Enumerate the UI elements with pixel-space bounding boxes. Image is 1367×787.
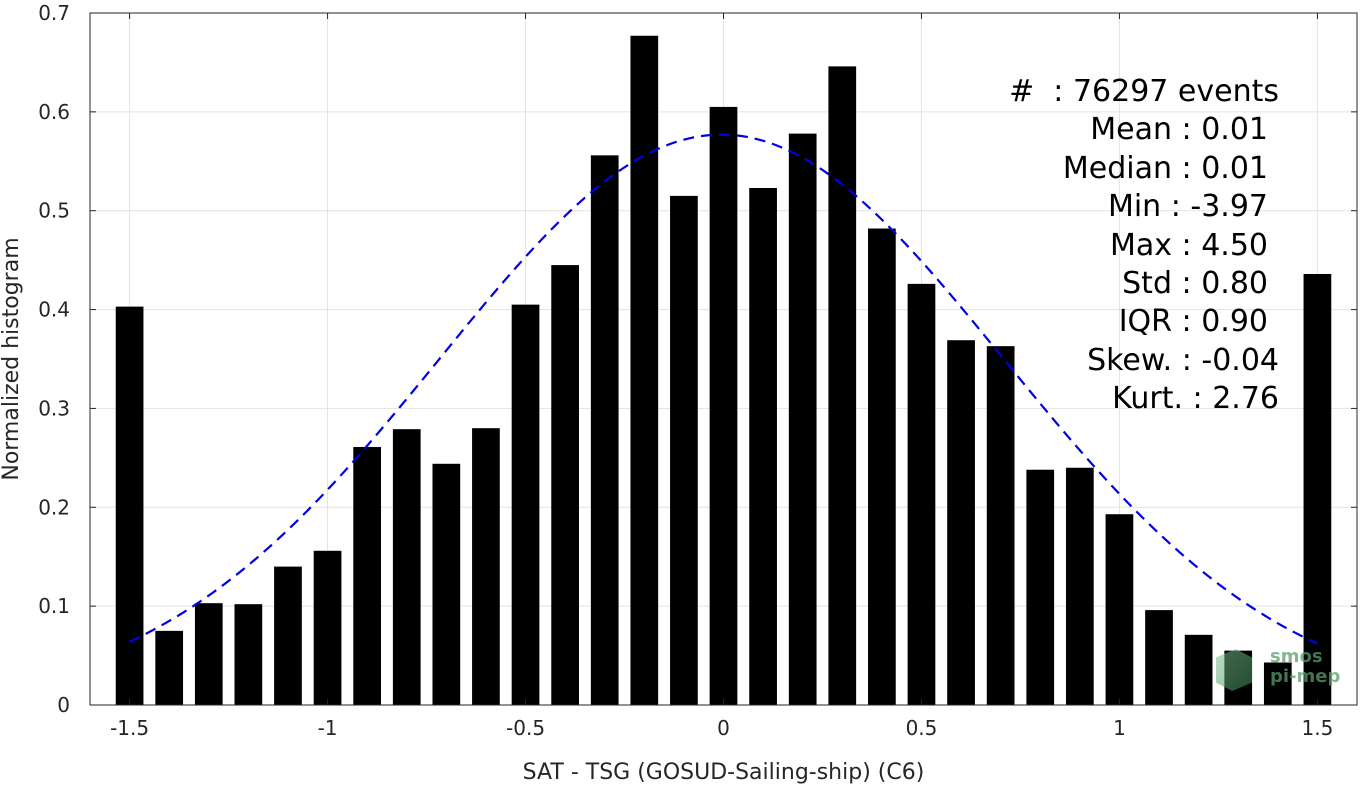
histogram-bar	[551, 265, 579, 705]
stat-mean: Mean : 0.01	[1090, 112, 1268, 148]
stat-min: Min : -3.97	[1107, 189, 1268, 225]
stat-median: Median : 0.01	[1062, 150, 1268, 186]
histogram-bar	[432, 463, 461, 705]
histogram-bar	[868, 228, 896, 705]
y-tick-label: 0.7	[38, 1, 70, 25]
y-tick-label: 0.6	[38, 100, 70, 124]
y-tick-label: 0.2	[38, 495, 70, 519]
stat-kurt: Kurt. : 2.76	[1112, 381, 1279, 417]
x-tick-label: 0	[717, 716, 730, 740]
x-tick-label: 1.5	[1302, 716, 1334, 740]
histogram-bar	[313, 550, 342, 705]
histogram-bar	[947, 340, 975, 705]
y-axis-ticks: 0 0.1 0.2 0.3 0.4 0.5 0.6 0.7	[38, 1, 1357, 717]
x-tick-label: -1.5	[110, 716, 149, 740]
histogram-bar	[115, 306, 144, 705]
histogram-bar	[472, 428, 500, 705]
x-tick-label: -0.5	[506, 716, 545, 740]
y-tick-label: 0.5	[38, 199, 70, 223]
histogram-bar	[1026, 469, 1055, 705]
histogram-bar	[1065, 467, 1094, 705]
histogram-bar	[907, 283, 936, 705]
x-tick-label: 0.5	[906, 716, 938, 740]
logo-text: smos pi-mep	[1270, 646, 1341, 687]
stat-skew: Skew. : -0.04	[1087, 342, 1279, 378]
histogram-bar	[1184, 634, 1213, 705]
stat-count: # : 76297 events	[1009, 74, 1279, 109]
histogram-bar	[392, 429, 421, 705]
histogram-bar	[511, 304, 540, 705]
histogram-bar	[1303, 273, 1332, 705]
histogram-bar	[590, 155, 619, 706]
histogram-bar	[630, 35, 659, 706]
statistics-box: # : 76297 events Mean : 0.01 Median : 0.…	[1009, 73, 1279, 419]
histogram-bar	[788, 133, 817, 705]
y-tick-label: 0.1	[38, 594, 70, 618]
stat-max: Max : 4.50	[1109, 227, 1268, 263]
histogram-bar	[670, 195, 698, 705]
x-tick-label: 1	[1113, 716, 1126, 740]
histogram-bar	[986, 346, 1015, 705]
histogram-bar	[1105, 514, 1134, 705]
y-tick-label: 0.4	[38, 298, 70, 322]
x-axis-label: SAT - TSG (GOSUD-Sailing-ship) (C6)	[523, 760, 925, 785]
gaussian-fit-curve	[129, 133, 1318, 645]
logo-icon	[1216, 649, 1252, 691]
y-tick-label: 0	[57, 693, 70, 717]
stat-std: Std : 0.80	[1122, 266, 1268, 302]
histogram-bar	[194, 603, 223, 705]
histogram-bars	[115, 35, 1332, 706]
smos-pimep-logo: smos pi-mep	[1214, 645, 1354, 695]
histogram-bar	[274, 566, 302, 705]
x-tick-label: -1	[318, 716, 338, 740]
histogram-bar	[1263, 662, 1292, 705]
histogram-bar	[709, 106, 738, 705]
histogram-bar	[1145, 610, 1173, 705]
histogram-bar	[353, 446, 382, 705]
y-tick-label: 0.3	[38, 396, 70, 420]
y-axis-label: Normalized histogram	[0, 237, 24, 480]
x-axis-ticks: -1.5 -1 -0.5 0 0.5 1 1.5	[110, 13, 1333, 740]
stat-iqr: IQR : 0.90	[1118, 304, 1268, 340]
histogram-bar	[234, 604, 263, 705]
histogram-bar	[155, 630, 184, 705]
histogram-bar	[828, 66, 857, 705]
histogram-bar	[749, 187, 777, 705]
